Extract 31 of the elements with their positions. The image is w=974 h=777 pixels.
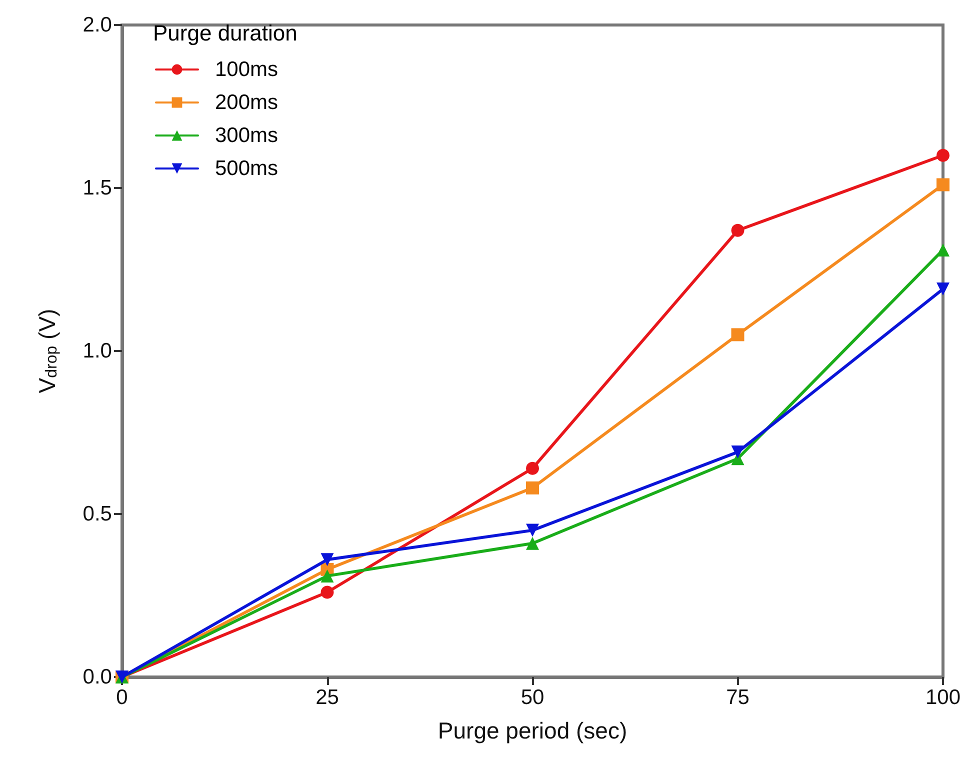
y-tick-label: 1.5 — [82, 176, 112, 200]
y-tick-label: 0.0 — [82, 666, 112, 688]
y-axis-title: Vdrop (V) — [34, 308, 60, 394]
y-tick-label: 0.5 — [82, 502, 112, 526]
point — [731, 328, 744, 342]
point — [936, 148, 950, 162]
point — [936, 243, 950, 256]
point — [731, 446, 744, 459]
y-tick-label: 2.0 — [82, 14, 112, 36]
point — [936, 282, 950, 296]
x-tick-label: 0 — [116, 686, 128, 709]
legend-label: 200ms — [215, 91, 278, 114]
point — [320, 569, 334, 582]
x-tick-label: 75 — [726, 686, 750, 709]
y-tick-label: 1.0 — [82, 340, 112, 362]
point — [526, 462, 539, 475]
point — [526, 524, 539, 537]
legend-label: 500ms — [215, 157, 278, 180]
legend-label: 300ms — [215, 124, 278, 147]
legend-title: Purge duration — [153, 20, 298, 46]
point — [320, 553, 334, 566]
point — [526, 536, 539, 550]
point — [731, 224, 744, 237]
x-tick-label: 50 — [520, 686, 544, 709]
x-axis-title: Purge period (sec) — [438, 718, 628, 744]
point — [320, 586, 334, 599]
x-tick-label: 25 — [316, 686, 339, 709]
point — [936, 178, 950, 192]
x-tick-label: 100 — [925, 686, 961, 709]
legend-label: 100ms — [215, 58, 278, 81]
point — [526, 481, 539, 494]
